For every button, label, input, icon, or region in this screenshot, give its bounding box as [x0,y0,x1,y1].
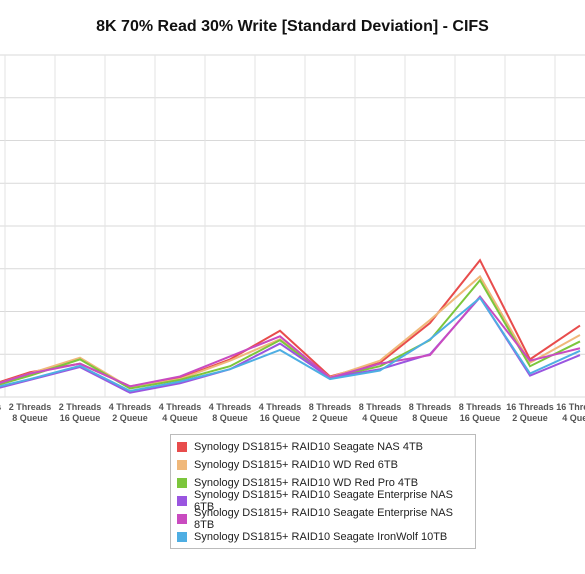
series-line-5 [0,294,581,388]
legend-label: Synology DS1815+ RAID10 WD Red 6TB [194,459,398,471]
legend-swatch [177,514,187,524]
x-tick-label: 2 Threads 16 Queue [59,402,102,423]
x-tick-label: 4 Threads 4 Queue [159,402,202,423]
x-tick-label: 8 Threads 8 Queue [409,402,452,423]
series-line-6 [0,296,581,393]
legend-label: Synology DS1815+ RAID10 Seagate Enterpri… [194,507,453,531]
legend-item: Synology DS1815+ RAID10 Seagate Enterpri… [171,489,475,513]
x-tick-label: 16 Threads 2 Queue [506,402,554,423]
x-tick-label: 8 Threads 2 Queue [309,402,352,423]
series-lines [0,258,581,394]
legend-label: Synology DS1815+ RAID10 WD Red Pro 4TB [194,477,419,489]
legend-item: Synology DS1815+ RAID10 Seagate IronWolf… [171,528,475,546]
x-tick-label: 2 Threads 8 Queue [9,402,52,423]
legend-swatch [177,478,187,488]
legend-swatch [177,442,187,452]
legend-item: Synology DS1815+ RAID10 WD Red 6TB [171,456,475,474]
x-tick-label: 8 Threads 4 Queue [359,402,402,423]
grid [0,54,585,398]
series-line-3 [0,278,581,390]
legend-label: Synology DS1815+ RAID10 Seagate NAS 4TB [194,441,423,453]
x-tick-label: 4 Threads 16 Queue [259,402,302,423]
x-tick-label: 4 Threads 8 Queue [209,402,252,423]
x-tick-label: 4 Threads 2 Queue [109,402,152,423]
chart-title: 8K 70% Read 30% Write [Standard Deviatio… [96,18,489,35]
legend-label: Synology DS1815+ RAID10 Seagate Enterpri… [194,489,453,513]
series-line-2 [0,274,581,389]
legend-label: Synology DS1815+ RAID10 Seagate IronWolf… [194,531,448,543]
legend-swatch [177,532,187,542]
legend-item: Synology DS1815+ RAID10 Seagate NAS 4TB [171,438,475,456]
legend-swatch [177,460,187,470]
legend-swatch [177,496,187,506]
x-tick-label: 8 Threads 16 Queue [459,402,502,423]
legend-item: Synology DS1815+ RAID10 Seagate Enterpri… [171,507,475,531]
legend: Synology DS1815+ RAID10 Seagate NAS 4TB S… [170,434,476,549]
legend-item: Synology DS1815+ RAID10 WD Red Pro 4TB [171,474,475,492]
